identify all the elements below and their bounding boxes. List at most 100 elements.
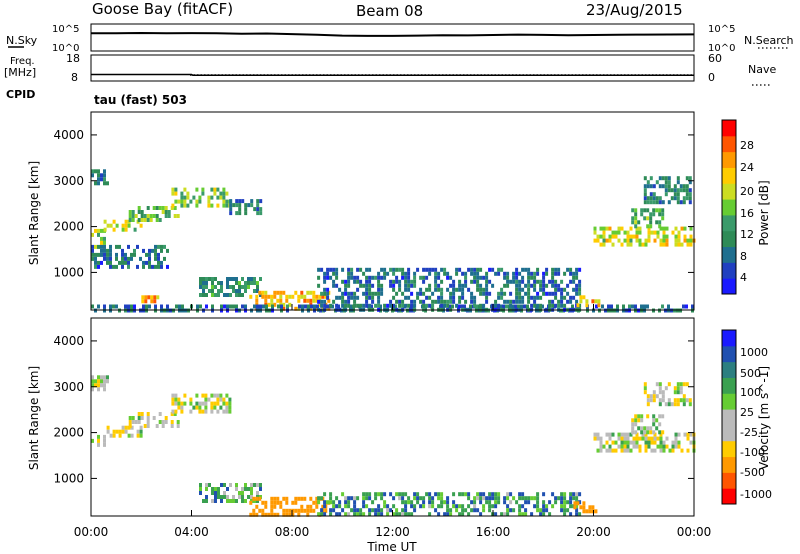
vel-data-cell bbox=[359, 512, 363, 517]
colorbar-segment bbox=[722, 262, 736, 279]
power-data-cell bbox=[97, 260, 100, 265]
power-data-cell bbox=[410, 303, 414, 308]
power-data-cell bbox=[664, 188, 668, 193]
vel-data-cell bbox=[368, 496, 372, 501]
vel-data-cell bbox=[425, 492, 429, 497]
vel-data-cell bbox=[407, 512, 411, 517]
power-data-cell bbox=[109, 248, 112, 253]
power-data-cell bbox=[533, 295, 537, 300]
power-data-cell bbox=[226, 277, 229, 281]
vel-data-cell bbox=[470, 500, 474, 505]
power-data-cell bbox=[500, 287, 504, 292]
power-data-cell bbox=[602, 226, 606, 231]
power-data-cell bbox=[626, 238, 630, 243]
vel-data-cell bbox=[473, 500, 477, 505]
power-data-cell bbox=[91, 232, 94, 237]
vel-data-cell bbox=[250, 483, 253, 487]
power-data-cell bbox=[685, 184, 689, 189]
power-data-cell bbox=[353, 303, 357, 308]
date-title: 23/Aug/2015 bbox=[586, 1, 683, 19]
power-data-cell bbox=[440, 279, 444, 284]
vel-data-cell bbox=[267, 512, 271, 517]
power-data-cell bbox=[155, 214, 159, 218]
vel-data-cell bbox=[653, 432, 657, 437]
vel-data-cell bbox=[676, 402, 680, 407]
power-data-cell bbox=[691, 304, 694, 309]
vel-data-cell bbox=[665, 436, 669, 441]
power-data-cell bbox=[371, 291, 375, 296]
vel-data-cell bbox=[521, 504, 525, 509]
power-data-cell bbox=[416, 291, 420, 296]
power-data-cell bbox=[121, 256, 124, 261]
power-data-cell bbox=[324, 294, 328, 299]
power-data-cell bbox=[638, 242, 642, 247]
power-data-cell bbox=[527, 287, 531, 292]
power-data-cell bbox=[365, 287, 369, 292]
velocity-ylabel: Slant Range [km] bbox=[27, 366, 41, 470]
power-data-cell bbox=[647, 230, 651, 235]
vel-data-cell bbox=[591, 509, 595, 514]
power-data-cell bbox=[146, 218, 150, 222]
vel-data-cell bbox=[100, 375, 103, 380]
power-data-cell bbox=[349, 304, 352, 309]
power-data-cell bbox=[163, 256, 166, 261]
vel-data-cell bbox=[661, 430, 665, 435]
power-data-cell bbox=[270, 298, 274, 303]
vel-data-cell bbox=[241, 499, 244, 503]
vel-data-cell bbox=[410, 504, 414, 509]
vel-data-cell bbox=[637, 414, 641, 419]
power-data-cell bbox=[425, 275, 429, 280]
power-data-cell bbox=[279, 294, 283, 299]
power-data-cell bbox=[626, 230, 630, 235]
vel-data-cell bbox=[533, 504, 537, 509]
power-data-cell bbox=[174, 199, 178, 204]
vel-data-cell bbox=[596, 448, 600, 453]
power-data-cell bbox=[569, 279, 573, 284]
vel-data-cell bbox=[201, 401, 205, 406]
power-data-cell bbox=[160, 244, 163, 249]
vel-data-cell bbox=[602, 444, 606, 449]
power-data-cell bbox=[100, 252, 103, 257]
power-data-cell bbox=[437, 287, 441, 292]
vel-data-cell bbox=[649, 426, 653, 431]
power-data-cell bbox=[235, 199, 239, 204]
power-data-cell bbox=[431, 267, 435, 272]
vel-data-cell bbox=[524, 500, 528, 505]
vel-data-cell bbox=[676, 382, 680, 387]
power-data-cell bbox=[667, 176, 671, 181]
power-data-cell bbox=[91, 244, 94, 249]
vel-data-cell bbox=[542, 492, 546, 497]
vel-data-cell bbox=[661, 398, 665, 403]
power-data-cell bbox=[512, 275, 516, 280]
vel-data-cell bbox=[677, 440, 681, 445]
vel-data-cell bbox=[112, 433, 116, 438]
vel-data-cell bbox=[106, 429, 110, 434]
power-data-cell bbox=[140, 210, 144, 214]
power-data-cell bbox=[579, 295, 583, 300]
vel-data-cell bbox=[309, 504, 313, 509]
power-data-cell bbox=[494, 271, 498, 276]
power-data-cell bbox=[238, 207, 242, 212]
power-data-cell bbox=[682, 304, 685, 309]
vel-data-cell bbox=[383, 492, 387, 497]
power-data-cell bbox=[539, 295, 543, 300]
vel-data-cell bbox=[419, 496, 423, 501]
power-data-cell bbox=[617, 238, 621, 243]
power-data-cell bbox=[235, 277, 238, 281]
vel-data-cell bbox=[398, 512, 402, 517]
colorbar-tick-label: -100 bbox=[740, 446, 765, 459]
power-data-cell bbox=[216, 187, 220, 192]
y-tick-label: 4000 bbox=[53, 128, 84, 142]
power-data-cell bbox=[434, 267, 438, 272]
power-data-cell bbox=[638, 230, 642, 235]
vel-data-cell bbox=[542, 508, 546, 513]
vel-data-cell bbox=[634, 418, 638, 423]
vel-data-cell bbox=[128, 420, 132, 424]
power-data-cell bbox=[407, 271, 411, 276]
power-data-cell bbox=[601, 304, 604, 309]
power-data-cell bbox=[313, 304, 316, 309]
power-data-cell bbox=[282, 306, 286, 311]
power-data-cell bbox=[91, 169, 94, 174]
power-data-cell bbox=[428, 295, 432, 300]
